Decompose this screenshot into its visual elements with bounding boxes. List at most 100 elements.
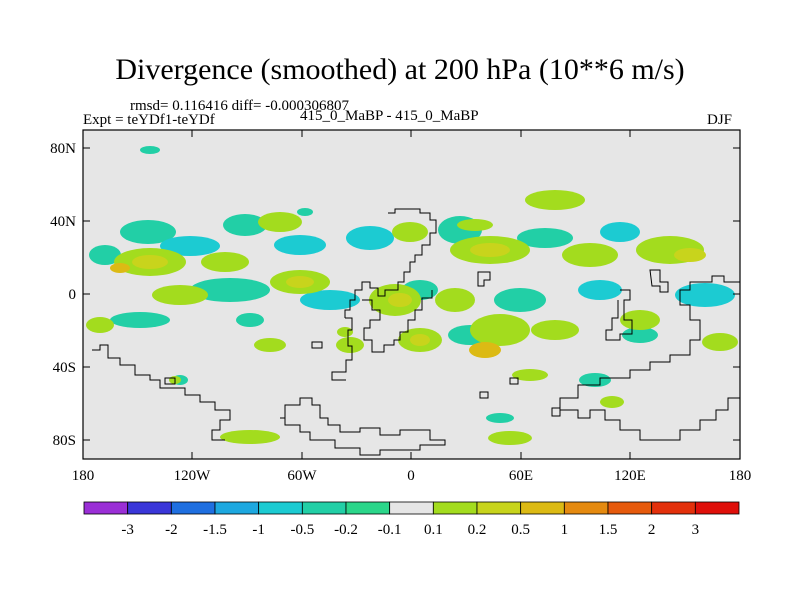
positive-region: [702, 333, 738, 351]
colorbar-swatch: [607, 501, 653, 515]
positive-region: [258, 212, 302, 232]
coastline-east-block: [605, 289, 633, 341]
positive-region: [525, 190, 585, 210]
positive-region: [336, 337, 364, 353]
positive-region: [337, 327, 353, 337]
lat-label: 0: [69, 287, 77, 303]
positive-region: [86, 317, 114, 333]
colorbar-label: -0.2: [334, 522, 358, 538]
negative-region: [517, 228, 573, 248]
negative-region: [140, 146, 160, 154]
plot-title: Divergence (smoothed) at 200 hPa (10**6 …: [115, 53, 685, 86]
colorbar-label: 0.1: [424, 522, 443, 538]
coastlines: [92, 208, 740, 456]
negative-region: [89, 245, 121, 265]
longitude-labels: 180 120W 60W 0 60E 120E 180: [72, 468, 752, 484]
negative-region: [675, 283, 735, 307]
colorbar-label: -2: [165, 522, 178, 538]
lat-label: 40N: [50, 214, 76, 230]
negative-region: [297, 208, 313, 216]
negative-region: [236, 313, 264, 327]
coastline-west-south: [92, 344, 231, 441]
coastline-east-continent: [559, 275, 740, 441]
positive-region: [201, 252, 249, 272]
coastline-gondwana-west: [331, 317, 353, 381]
colorbar-label: -0.5: [290, 522, 314, 538]
colorbar-swatch: [83, 501, 129, 515]
positive-region: [469, 342, 501, 358]
negative-region: [600, 222, 640, 242]
colorbar-swatch: [476, 501, 522, 515]
negative-region: [346, 226, 394, 250]
lon-label: 120E: [614, 468, 646, 484]
negative-region: [120, 220, 176, 244]
coastline-small-4: [479, 391, 489, 399]
positive-region: [488, 431, 532, 445]
negative-region: [274, 235, 326, 255]
negative-region: [622, 327, 658, 343]
coastline-small-1: [311, 341, 323, 349]
lon-label: 180: [729, 468, 752, 484]
lat-label: 80N: [50, 141, 76, 157]
coastline-small-5: [509, 377, 519, 385]
colorbar-label: 1.5: [599, 522, 618, 538]
colorbar-swatch: [389, 501, 434, 515]
coastline-south-polar: [280, 397, 446, 456]
colorbar-label: 3: [692, 522, 700, 538]
colorbar-label: 2: [648, 522, 656, 538]
lat-label: 40S: [53, 360, 76, 376]
negative-region: [110, 312, 170, 328]
positive-region: [132, 255, 168, 269]
positive-region: [388, 293, 412, 307]
positive-region: [457, 219, 493, 231]
positive-region: [435, 288, 475, 312]
coastline-laurasia: [344, 208, 437, 318]
colorbar-label: -1.5: [203, 522, 227, 538]
positive-region: [220, 430, 280, 444]
colorbar-label: -1: [252, 522, 265, 538]
lon-label: 60E: [509, 468, 533, 484]
positive-region: [152, 285, 208, 305]
lat-label: 80S: [53, 433, 76, 449]
negative-region: [494, 288, 546, 312]
colorbar-swatch: [651, 501, 696, 515]
positive-region: [110, 263, 130, 273]
colorbar: -3 -2 -1.5 -1 -0.5 -0.2 -0.1 0.1 0.2 0.5 1 1.5 2 3: [83, 501, 740, 538]
lon-label: 180: [72, 468, 95, 484]
colorbar-swatch: [258, 501, 303, 515]
period-label: 415_0_MaBP - 415_0_MaBP: [300, 108, 479, 124]
negative-region: [190, 278, 270, 302]
coastline-small-2: [477, 271, 491, 287]
positive-region: [254, 338, 286, 352]
colorbar-swatch: [170, 501, 216, 515]
positive-region: [620, 310, 660, 330]
positive-region: [392, 222, 428, 242]
latitude-labels: 80N 40N 0 40S 80S: [50, 141, 76, 449]
negative-region: [486, 413, 514, 423]
positive-region: [512, 369, 548, 381]
positive-region: [470, 243, 510, 257]
experiment-label: Expt = teYDf1-teYDf: [83, 112, 215, 128]
colorbar-swatch: [520, 501, 565, 515]
lon-label: 120W: [174, 468, 212, 484]
positive-region: [531, 320, 579, 340]
colorbar-swatch: [432, 501, 478, 515]
stats-label: rmsd= 0.116416 diff= -0.000306807: [130, 98, 349, 114]
negative-region: [579, 373, 611, 387]
colorbar-swatch: [214, 501, 260, 515]
coastline-small-6: [551, 407, 561, 417]
colorbar-label: -0.1: [378, 522, 402, 538]
positive-region: [286, 276, 314, 288]
lon-label: 60W: [287, 468, 317, 484]
positive-region: [410, 334, 430, 346]
colorbar-swatch: [694, 501, 740, 515]
negative-region: [160, 236, 220, 256]
lon-label: 0: [407, 468, 415, 484]
colorbar-label: -3: [121, 522, 134, 538]
negative-region: [300, 290, 360, 310]
coastline-gondwana-inner: [362, 290, 433, 353]
coastline-east-north: [649, 269, 669, 293]
divergence-field: [86, 146, 738, 445]
positive-region: [562, 243, 618, 267]
colorbar-swatch: [301, 501, 347, 515]
